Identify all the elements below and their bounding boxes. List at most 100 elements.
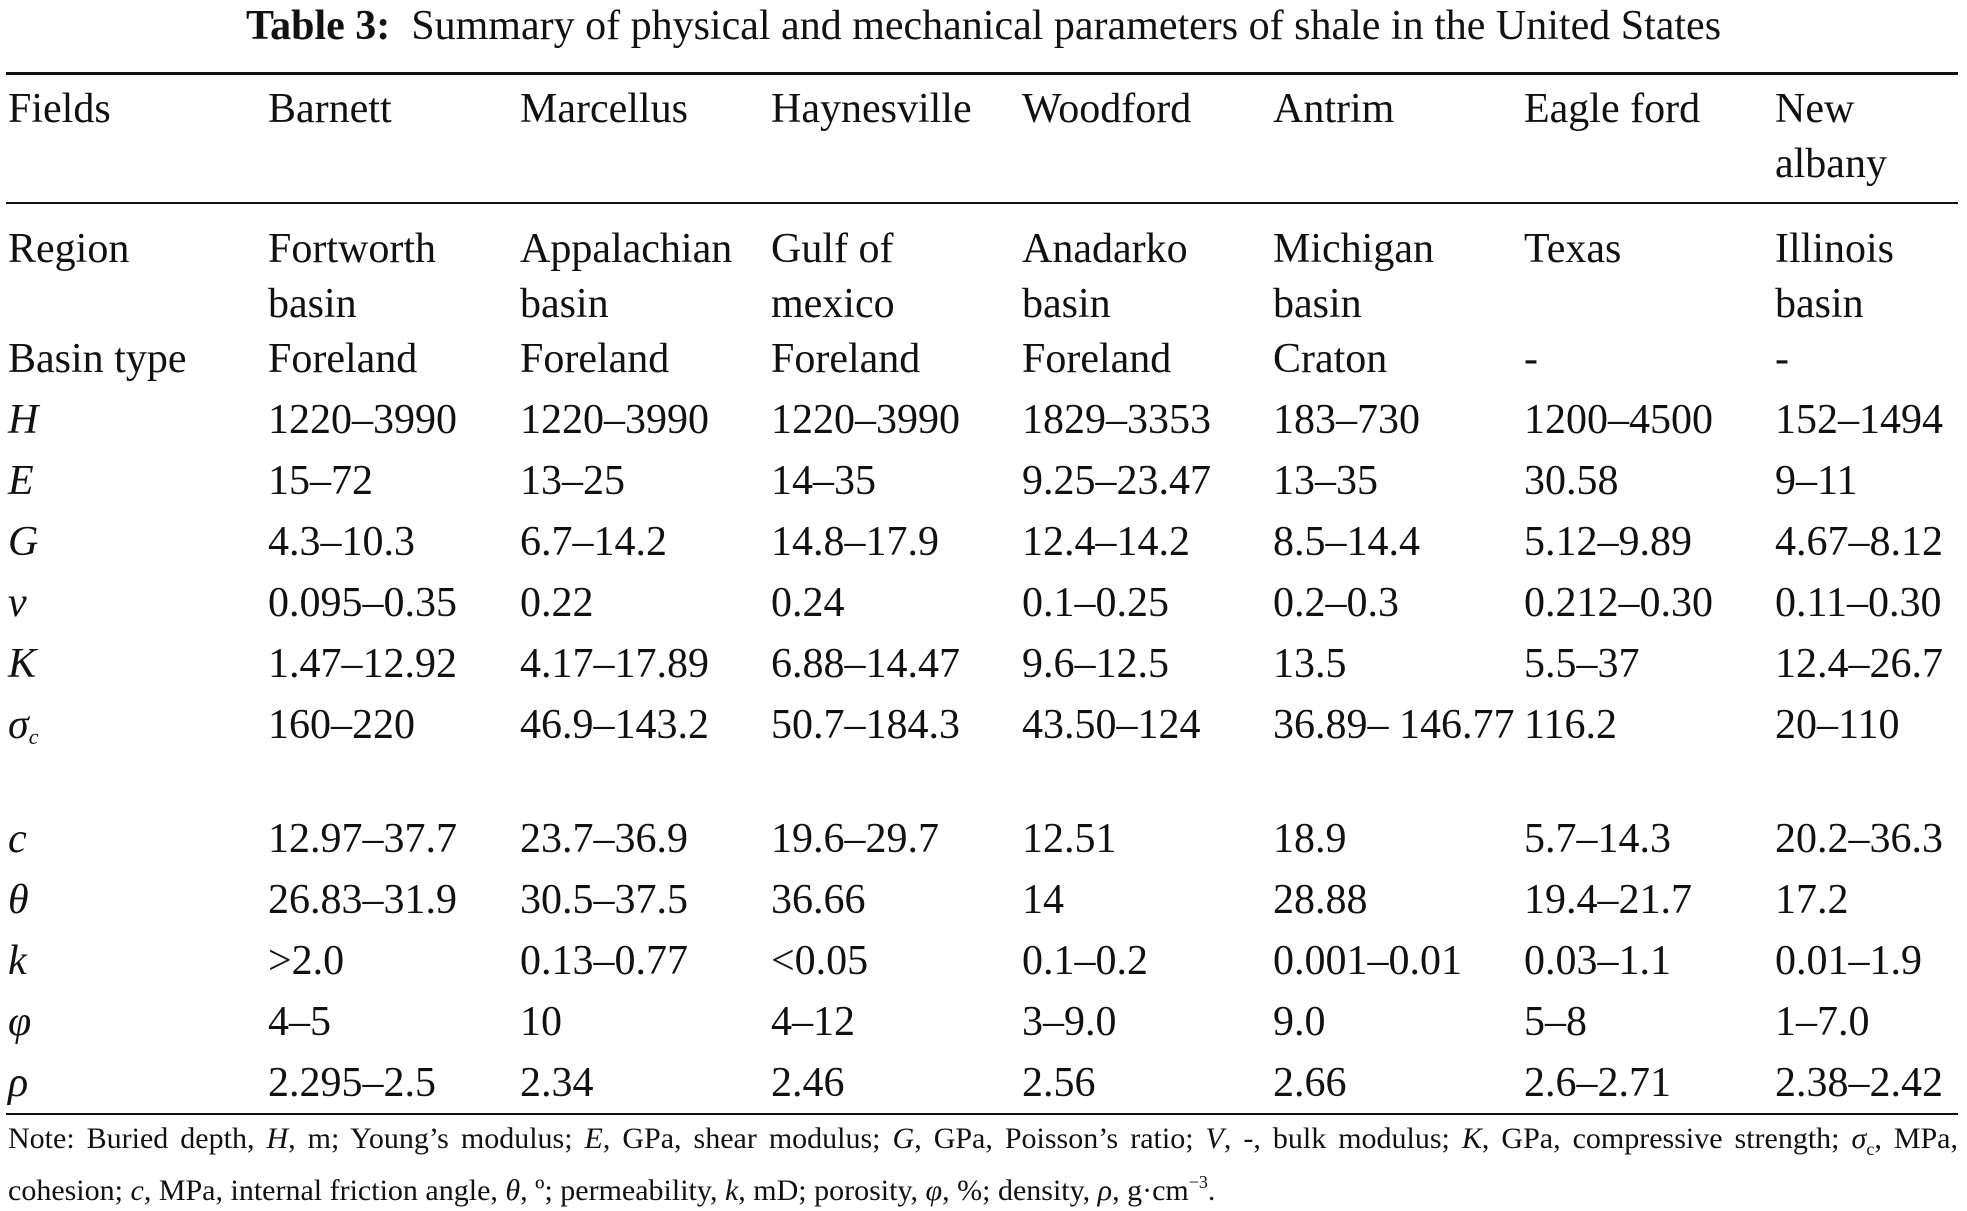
table-cell: 152–1494 xyxy=(1775,397,1943,443)
table-title: Summary of physical and mechanical param… xyxy=(411,3,1722,49)
table-cell: 2.66 xyxy=(1273,1060,1347,1106)
row-label-symbol: σ xyxy=(8,702,29,748)
table-cell: Foreland xyxy=(520,336,670,382)
table-cell: 0.2–0.3 xyxy=(1273,580,1399,626)
note-text: , -, bulk modulus; xyxy=(1223,1122,1462,1155)
note-text: , mD; porosity, xyxy=(738,1174,926,1207)
note-symbol: E xyxy=(584,1122,603,1155)
table-cell: 5.7–14.3 xyxy=(1524,816,1671,862)
table-cell: 19.6–29.7 xyxy=(771,816,939,862)
table-cell: 14 xyxy=(1022,877,1064,923)
header-cell: Woodford xyxy=(1022,86,1192,132)
table-cell: 4–12 xyxy=(771,999,855,1045)
table-cell: 17.2 xyxy=(1775,877,1849,923)
table-cell: 12.4–26.7 xyxy=(1775,641,1943,687)
header-row: Fields Barnett Marcellus Haynesville Woo… xyxy=(8,82,1960,210)
table-cell: 0.13–0.77 xyxy=(520,938,688,984)
note-text: , %; density, xyxy=(942,1174,1098,1207)
header-rule xyxy=(6,202,1958,204)
table-cell: 1829–3353 xyxy=(1022,397,1211,443)
table-row-basin-type: Basin type Foreland Foreland Foreland Fo… xyxy=(8,332,1960,393)
table-cell: Michigan basin xyxy=(1273,226,1434,327)
table-cell: 9.25–23.47 xyxy=(1022,458,1211,504)
table-cell: Fortworth basin xyxy=(268,226,436,327)
note-text: , MPa, cohesion; xyxy=(8,1122,1958,1207)
top-rule xyxy=(6,72,1958,75)
table-cell: 6.88–14.47 xyxy=(771,641,960,687)
table-row-theta: θ 26.83–31.9 30.5–37.5 36.66 14 28.88 19… xyxy=(8,873,1960,934)
row-label: φ xyxy=(8,999,32,1045)
table-cell: 2.6–2.71 xyxy=(1524,1060,1671,1106)
table-cell: 1220–3990 xyxy=(520,397,709,443)
note-symbol: H xyxy=(266,1122,289,1155)
note-superscript: −3 xyxy=(1188,1172,1208,1192)
row-label: E xyxy=(8,458,34,504)
row-label: θ xyxy=(8,877,29,923)
table-cell: - xyxy=(1524,336,1538,382)
table-cell: 0.01–1.9 xyxy=(1775,938,1922,984)
table-cell: 183–730 xyxy=(1273,397,1420,443)
table-row-c: c 12.97–37.7 23.7–36.9 19.6–29.7 12.51 1… xyxy=(8,812,1960,873)
row-label: Basin type xyxy=(8,336,187,382)
table-cell: 0.11–0.30 xyxy=(1775,580,1942,626)
header-cell: Barnett xyxy=(268,86,392,132)
table-cell: 4.17–17.89 xyxy=(520,641,709,687)
row-label: σc xyxy=(8,698,268,812)
table-cell: - xyxy=(1775,336,1789,382)
table-row-k: k >2.0 0.13–0.77 <0.05 0.1–0.2 0.001–0.0… xyxy=(8,934,1960,995)
row-label-subscript: c xyxy=(28,724,39,749)
table-cell: 2.46 xyxy=(771,1060,845,1106)
table-cell: 2.56 xyxy=(1022,1060,1096,1106)
table-cell: 36.66 xyxy=(771,877,866,923)
table-cell: 12.97–37.7 xyxy=(268,816,457,862)
table-cell: 18.9 xyxy=(1273,816,1347,862)
table-cell: 20–110 xyxy=(1775,702,1900,748)
row-label: K xyxy=(8,641,37,687)
table-cell: 30.58 xyxy=(1524,458,1619,504)
table-cell: Foreland xyxy=(1022,336,1172,382)
table-row-v: v 0.095–0.35 0.22 0.24 0.1–0.25 0.2–0.3 … xyxy=(8,576,1960,637)
row-label: c xyxy=(8,816,27,862)
note-symbol: K xyxy=(1461,1122,1482,1155)
header-cell: Fields xyxy=(8,86,111,132)
table-cell: 9–11 xyxy=(1775,458,1858,504)
table-cell: 28.88 xyxy=(1273,877,1368,923)
table-cell: 1.47–12.92 xyxy=(268,641,457,687)
table-row-region: Region Fortworth basin Appalachian basin… xyxy=(8,210,1960,332)
table-cell: 8.5–14.4 xyxy=(1273,519,1420,565)
table-cell: 15–72 xyxy=(268,458,373,504)
table-cell: 0.22 xyxy=(520,580,594,626)
row-label: H xyxy=(8,397,39,443)
table-row-G: G 4.3–10.3 6.7–14.2 14.8–17.9 12.4–14.2 … xyxy=(8,515,1960,576)
table-cell: 1–7.0 xyxy=(1775,999,1870,1045)
table-cell: 13–35 xyxy=(1273,458,1378,504)
table-row-sigma-c: σc 160–220 46.9–143.2 50.7–184.3 43.50–1… xyxy=(8,698,1960,812)
table-cell: 0.1–0.2 xyxy=(1022,938,1148,984)
table-cell: Texas xyxy=(1524,226,1622,272)
table-cell: 12.4–14.2 xyxy=(1022,519,1190,565)
table-cell: 0.1–0.25 xyxy=(1022,580,1169,626)
table-cell: 0.212–0.30 xyxy=(1524,580,1713,626)
table-cell: Illinois basin xyxy=(1775,226,1895,327)
note-text: , MPa, internal friction angle, xyxy=(143,1174,506,1207)
table-cell: 1200–4500 xyxy=(1524,397,1713,443)
table-cell: Gulf of mexico xyxy=(771,226,895,327)
table-row-E: E 15–72 13–25 14–35 9.25–23.47 13–35 30.… xyxy=(8,454,1960,515)
header-cell: New albany xyxy=(1775,86,1887,187)
table-cell: 13.5 xyxy=(1273,641,1347,687)
table-cell: 0.095–0.35 xyxy=(268,580,457,626)
table-cell: <0.05 xyxy=(771,938,869,984)
table-cell: Craton xyxy=(1273,336,1388,382)
table-cell: 1220–3990 xyxy=(771,397,960,443)
row-label: v xyxy=(8,580,27,626)
header-cell: Haynesville xyxy=(771,86,972,132)
table-cell: 36.89– 146.77 xyxy=(1273,702,1515,748)
table-cell: 0.001–0.01 xyxy=(1273,938,1462,984)
table-cell: 5–8 xyxy=(1524,999,1587,1045)
table-cell: 9.0 xyxy=(1273,999,1326,1045)
note-text: Note: Buried depth, xyxy=(8,1122,267,1155)
note-subscript: c xyxy=(1866,1139,1875,1159)
table-cell: 116.2 xyxy=(1524,702,1617,748)
note-symbol: V xyxy=(1205,1122,1224,1155)
